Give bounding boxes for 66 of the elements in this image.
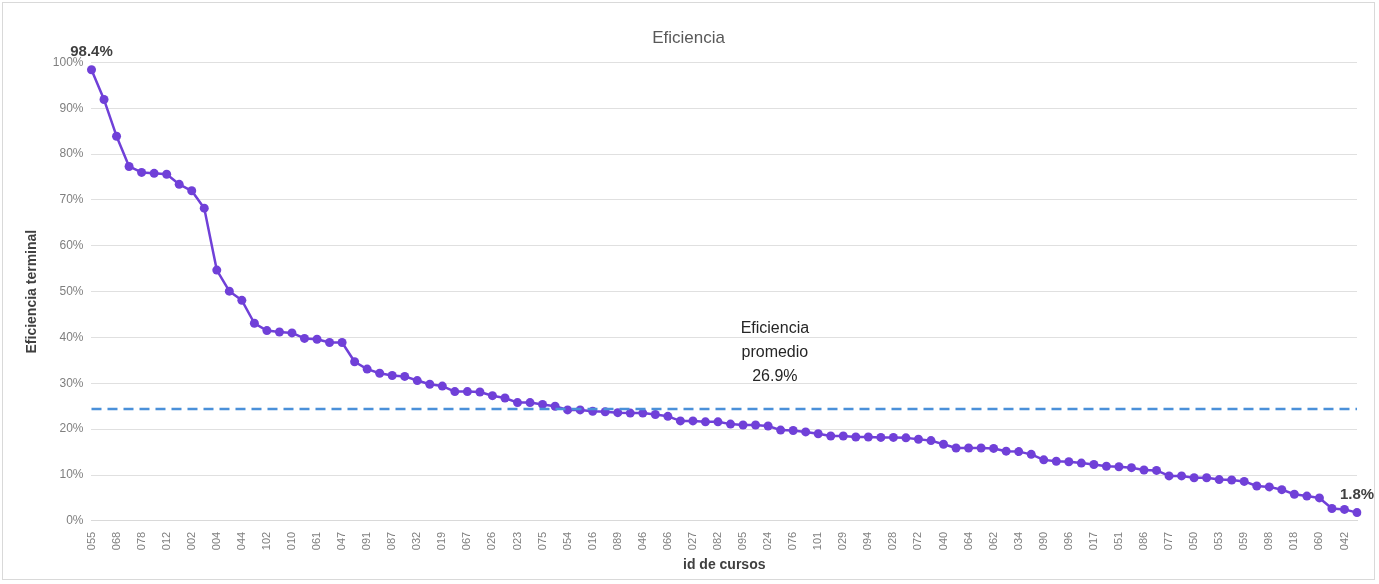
x-tick-label: 024 — [761, 531, 774, 551]
x-tick-label: 098 — [1262, 531, 1275, 551]
chart-title: Eficiencia — [652, 27, 726, 47]
y-tick-label: 60% — [59, 238, 84, 253]
x-tick-label: 034 — [1011, 531, 1024, 551]
x-tick-label: 101 — [811, 531, 824, 551]
x-tick-label: 075 — [535, 531, 548, 551]
x-tick-label: 042 — [1337, 531, 1350, 551]
x-tick-label: 054 — [560, 531, 573, 551]
ref-line-label: Eficiencia promedio 26.9% — [740, 318, 810, 384]
x-tick-label: 027 — [685, 531, 698, 551]
x-tick-label: 060 — [1312, 531, 1325, 551]
x-tick-label: 010 — [285, 531, 297, 551]
x-tick-label: 068 — [109, 531, 122, 551]
x-tick-label: 087 — [385, 531, 398, 551]
x-tick-label: 002 — [184, 531, 197, 551]
x-tick-label: 012 — [159, 531, 172, 551]
y-tick-label: 40% — [59, 329, 84, 344]
x-tick-label: 066 — [660, 531, 673, 551]
x-tick-label: 062 — [986, 531, 999, 551]
y-axis-title: Eficiencia terminal — [23, 229, 40, 354]
x-tick-label: 077 — [1162, 531, 1175, 551]
data-label: 1.8% — [1339, 484, 1375, 502]
x-tick-label: 019 — [435, 531, 448, 551]
x-tick-label: 096 — [1061, 531, 1074, 551]
y-tick-label: 90% — [59, 100, 84, 115]
x-tick-label: 078 — [134, 531, 147, 551]
x-tick-label: 044 — [234, 531, 247, 551]
x-tick-label: 091 — [360, 531, 373, 551]
x-tick-label: 004 — [209, 531, 222, 551]
x-tick-label: 072 — [911, 531, 924, 551]
x-tick-label: 032 — [410, 531, 423, 551]
y-tick-label: 80% — [59, 146, 84, 161]
x-tick-label: 094 — [861, 531, 874, 551]
x-tick-label: 017 — [1086, 531, 1099, 551]
x-tick-label: 055 — [84, 531, 97, 551]
x-tick-label: 047 — [335, 531, 348, 551]
x-tick-label: 089 — [610, 531, 623, 551]
x-tick-label: 018 — [1287, 531, 1300, 551]
x-tick-label: 023 — [510, 531, 523, 551]
x-tick-label: 095 — [736, 531, 749, 551]
y-tick-label: 10% — [59, 467, 84, 482]
x-tick-label: 051 — [1111, 531, 1124, 551]
y-tick-label: 0% — [66, 513, 84, 528]
x-tick-label: 028 — [886, 531, 899, 551]
y-tick-label: 20% — [59, 421, 84, 436]
x-tick-label: 026 — [485, 531, 498, 551]
x-tick-label: 029 — [836, 531, 849, 551]
x-tick-label: 061 — [310, 531, 323, 551]
x-tick-label: 082 — [711, 531, 724, 551]
x-tick-label: 059 — [1237, 531, 1250, 551]
x-tick-label: 053 — [1212, 531, 1225, 551]
x-tick-label: 086 — [1137, 531, 1150, 551]
y-tick-label: 30% — [59, 375, 84, 390]
x-tick-label: 090 — [1036, 531, 1049, 551]
x-tick-label: 102 — [259, 531, 272, 551]
y-tick-label: 50% — [59, 283, 84, 298]
x-tick-label: 016 — [585, 531, 598, 551]
x-tick-label: 076 — [786, 531, 799, 551]
x-tick-label: 040 — [936, 531, 949, 551]
x-tick-label: 067 — [460, 531, 473, 551]
x-tick-label: 050 — [1187, 531, 1200, 551]
x-tick-label: 046 — [635, 531, 648, 551]
x-axis-title: id de cursos — [683, 556, 766, 573]
y-tick-label: 70% — [59, 192, 84, 207]
x-tick-label: 064 — [961, 531, 974, 551]
